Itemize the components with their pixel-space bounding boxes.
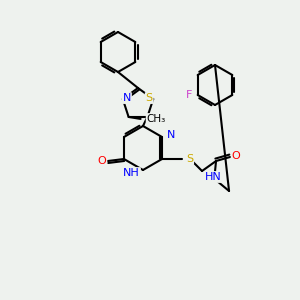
Text: S: S <box>186 154 193 164</box>
Text: S: S <box>146 93 153 103</box>
Text: O: O <box>98 156 106 166</box>
Text: F: F <box>186 90 193 100</box>
Text: N: N <box>167 130 176 140</box>
Text: CH₃: CH₃ <box>147 114 166 124</box>
Text: N: N <box>123 93 131 103</box>
Text: O: O <box>232 151 240 161</box>
Text: HN: HN <box>205 172 221 182</box>
Text: NH: NH <box>123 168 140 178</box>
